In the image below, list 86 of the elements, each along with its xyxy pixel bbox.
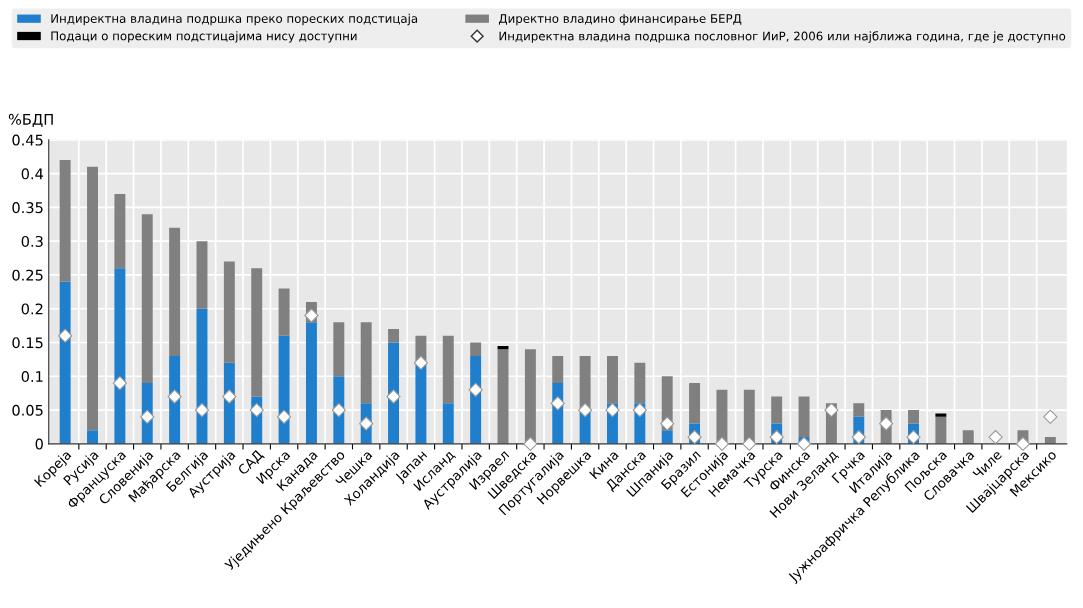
- bar: [59, 160, 71, 282]
- point: [714, 436, 730, 451]
- bar: [196, 241, 208, 309]
- bar: [388, 342, 400, 444]
- bar: [278, 288, 290, 336]
- bar: [251, 268, 263, 397]
- point: [824, 402, 839, 418]
- point: [550, 396, 565, 411]
- bar: [661, 430, 673, 444]
- point: [222, 389, 237, 404]
- point: [660, 416, 675, 431]
- point: [140, 409, 155, 424]
- y-tick-label: 0.25: [12, 269, 43, 281]
- bar: [771, 396, 783, 424]
- point: [167, 389, 182, 404]
- point: [605, 402, 620, 418]
- bar: [415, 362, 427, 444]
- point: [906, 429, 921, 445]
- point: [769, 429, 784, 445]
- bar: [634, 362, 646, 404]
- bar: [935, 413, 947, 417]
- bar: [87, 430, 98, 444]
- point: [413, 355, 429, 370]
- y-tick-label: 0.45: [12, 134, 43, 146]
- bar: [607, 356, 618, 404]
- bar: [442, 335, 454, 404]
- point: [112, 375, 128, 391]
- bar: [223, 261, 235, 363]
- bar: [908, 410, 919, 424]
- point: [687, 429, 702, 445]
- point: [1043, 409, 1058, 424]
- point: [988, 429, 1003, 445]
- y-tick-label: 0: [35, 438, 43, 450]
- legend-label: Подаци о пореским подстицајима нису доступни: [51, 31, 357, 43]
- bar: [689, 383, 701, 424]
- bar: [470, 342, 482, 357]
- point: [796, 436, 812, 451]
- bar: [114, 268, 126, 444]
- y-tick-label: 0.35: [12, 202, 43, 214]
- y-tick-label: 0.1: [21, 371, 43, 383]
- bar: [579, 356, 591, 411]
- bar: [305, 322, 317, 444]
- y-tick-label: 0.05: [12, 404, 43, 416]
- bar: [388, 329, 400, 343]
- point: [331, 402, 346, 418]
- point: [742, 436, 757, 451]
- point: [523, 436, 538, 451]
- point: [468, 382, 483, 397]
- point: [194, 402, 210, 418]
- bar: [853, 403, 865, 417]
- bar: [169, 227, 181, 357]
- point: [304, 308, 319, 323]
- bar: [716, 389, 728, 444]
- point: [851, 429, 866, 445]
- bar: [524, 349, 536, 444]
- bar: [114, 193, 126, 269]
- bar: [278, 335, 290, 444]
- point: [386, 389, 401, 404]
- bar: [798, 396, 810, 438]
- legend-label: Индиректна владина подршка пословног ИиР, 2006 или најближа година, где је доступно: [499, 31, 1066, 43]
- point: [878, 416, 894, 431]
- bar: [360, 322, 372, 404]
- legend-label: Директно владино финансирање БЕРД: [498, 14, 742, 26]
- bar: [935, 416, 947, 444]
- point: [632, 402, 647, 418]
- point: [359, 416, 374, 431]
- point: [577, 402, 593, 418]
- bar: [87, 166, 98, 431]
- bar: [962, 430, 974, 444]
- bar: [497, 349, 509, 444]
- bar: [333, 322, 345, 377]
- y-tick-label: 0.15: [12, 337, 43, 349]
- y-tick-label: 0.4: [21, 168, 44, 180]
- y-tick-label: 0.2: [21, 303, 43, 315]
- bar: [743, 389, 755, 444]
- bar: [552, 356, 564, 384]
- y-axis-title: %БДП: [8, 113, 53, 127]
- y-tick-label: 0.3: [21, 235, 43, 247]
- point: [58, 328, 73, 343]
- point: [1015, 436, 1031, 451]
- legend-label: Индиректна владина подршка преко пореских подстицаја: [51, 13, 418, 26]
- point: [276, 409, 292, 424]
- bar: [59, 281, 71, 444]
- bar: [141, 214, 153, 384]
- bar: [442, 403, 454, 444]
- point: [249, 402, 264, 418]
